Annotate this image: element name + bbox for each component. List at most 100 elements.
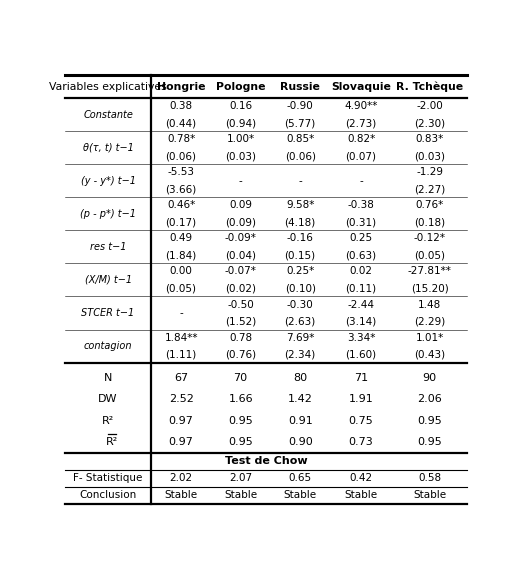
Text: (0.94): (0.94): [225, 118, 256, 128]
Text: (1.11): (1.11): [166, 350, 197, 360]
Text: 70: 70: [234, 373, 248, 383]
Text: (0.06): (0.06): [285, 151, 316, 161]
Text: Pologne: Pologne: [216, 82, 265, 92]
Text: (0.43): (0.43): [414, 350, 445, 360]
Text: (3.14): (3.14): [346, 317, 377, 327]
Text: -0.07*: -0.07*: [225, 266, 256, 277]
Text: 2.02: 2.02: [170, 473, 193, 483]
Text: (2.30): (2.30): [414, 118, 445, 128]
Text: (0.06): (0.06): [166, 151, 197, 161]
Text: 67: 67: [174, 373, 188, 383]
Text: (2.29): (2.29): [414, 317, 445, 327]
Text: Variables explicatives: Variables explicatives: [49, 82, 167, 92]
Text: (2.27): (2.27): [414, 184, 445, 194]
Text: (1.52): (1.52): [225, 317, 256, 327]
Text: -0.38: -0.38: [348, 200, 375, 211]
Text: (0.76): (0.76): [225, 350, 256, 360]
Text: 0.91: 0.91: [288, 416, 312, 426]
Text: (1.60): (1.60): [346, 350, 377, 360]
Text: (0.03): (0.03): [414, 151, 445, 161]
Text: 0.97: 0.97: [169, 437, 194, 447]
Text: (15.20): (15.20): [411, 284, 448, 293]
Text: 0.90: 0.90: [288, 437, 312, 447]
Text: 0.95: 0.95: [228, 437, 253, 447]
Text: N: N: [104, 373, 112, 383]
Text: R. Tchèque: R. Tchèque: [396, 81, 463, 92]
Text: 1.48: 1.48: [418, 299, 441, 310]
Text: -0.09*: -0.09*: [225, 233, 256, 244]
Text: (0.44): (0.44): [166, 118, 197, 128]
Text: 0.25: 0.25: [350, 233, 373, 244]
Text: (0.10): (0.10): [285, 284, 316, 293]
Text: Conclusion: Conclusion: [79, 490, 136, 500]
Text: STCER t−1: STCER t−1: [81, 308, 135, 318]
Text: R²: R²: [102, 416, 114, 426]
Text: Stable: Stable: [283, 490, 317, 500]
Text: Stable: Stable: [345, 490, 378, 500]
Text: -2.44: -2.44: [348, 299, 375, 310]
Text: (0.11): (0.11): [346, 284, 377, 293]
Text: 0.16: 0.16: [229, 102, 252, 111]
Text: (0.17): (0.17): [166, 218, 197, 227]
Text: 71: 71: [354, 373, 368, 383]
Text: 0.00: 0.00: [170, 266, 193, 277]
Text: 0.49: 0.49: [170, 233, 193, 244]
Text: 0.65: 0.65: [289, 473, 312, 483]
Text: -1.29: -1.29: [416, 167, 443, 177]
Text: (0.18): (0.18): [414, 218, 445, 227]
Text: (0.31): (0.31): [346, 218, 377, 227]
Text: (0.02): (0.02): [225, 284, 256, 293]
Text: 0.95: 0.95: [228, 416, 253, 426]
Text: (0.63): (0.63): [346, 251, 377, 260]
Text: -: -: [239, 176, 242, 186]
Text: (0.05): (0.05): [166, 284, 197, 293]
Text: Slovaquie: Slovaquie: [331, 82, 391, 92]
Text: 0.46*: 0.46*: [167, 200, 195, 211]
Text: R²: R²: [106, 437, 118, 447]
Text: 0.75: 0.75: [349, 416, 374, 426]
Text: (0.09): (0.09): [225, 218, 256, 227]
Text: 1.84**: 1.84**: [165, 332, 198, 343]
Text: (2.63): (2.63): [284, 317, 316, 327]
Text: (4.18): (4.18): [284, 218, 316, 227]
Text: (1.84): (1.84): [166, 251, 197, 260]
Text: 0.09: 0.09: [229, 200, 252, 211]
Text: 0.83*: 0.83*: [416, 134, 444, 144]
Text: (0.04): (0.04): [225, 251, 256, 260]
Text: 9.58*: 9.58*: [286, 200, 315, 211]
Text: DW: DW: [99, 394, 118, 404]
Text: 3.34*: 3.34*: [347, 332, 375, 343]
Text: 0.25*: 0.25*: [286, 266, 315, 277]
Text: Stable: Stable: [413, 490, 446, 500]
Text: -0.12*: -0.12*: [414, 233, 446, 244]
Text: contagion: contagion: [84, 341, 132, 351]
Text: 0.95: 0.95: [417, 416, 442, 426]
Text: 0.95: 0.95: [417, 437, 442, 447]
Text: Hongrie: Hongrie: [157, 82, 206, 92]
Text: -0.90: -0.90: [287, 102, 313, 111]
Text: 1.42: 1.42: [288, 394, 312, 404]
Text: Test de Chow: Test de Chow: [225, 456, 307, 466]
Text: 0.38: 0.38: [170, 102, 193, 111]
Text: 0.42: 0.42: [350, 473, 373, 483]
Text: Stable: Stable: [224, 490, 257, 500]
Text: 1.00*: 1.00*: [227, 134, 255, 144]
Text: -: -: [359, 176, 363, 186]
Text: -0.16: -0.16: [286, 233, 313, 244]
Text: 2.07: 2.07: [229, 473, 252, 483]
Text: (2.34): (2.34): [284, 350, 316, 360]
Text: 2.52: 2.52: [169, 394, 194, 404]
Text: (0.03): (0.03): [225, 151, 256, 161]
Text: θ(τ, t) t−1: θ(τ, t) t−1: [83, 143, 133, 153]
Text: -0.50: -0.50: [227, 299, 254, 310]
Text: 0.78*: 0.78*: [167, 134, 195, 144]
Text: 2.06: 2.06: [417, 394, 442, 404]
Text: (0.05): (0.05): [414, 251, 445, 260]
Text: 0.82*: 0.82*: [347, 134, 375, 144]
Text: 4.90**: 4.90**: [345, 102, 378, 111]
Text: Russie: Russie: [280, 82, 320, 92]
Text: Constante: Constante: [83, 110, 133, 119]
Text: -5.53: -5.53: [168, 167, 195, 177]
Text: -: -: [179, 308, 183, 318]
Text: (p - p*) t−1: (p - p*) t−1: [80, 209, 136, 219]
